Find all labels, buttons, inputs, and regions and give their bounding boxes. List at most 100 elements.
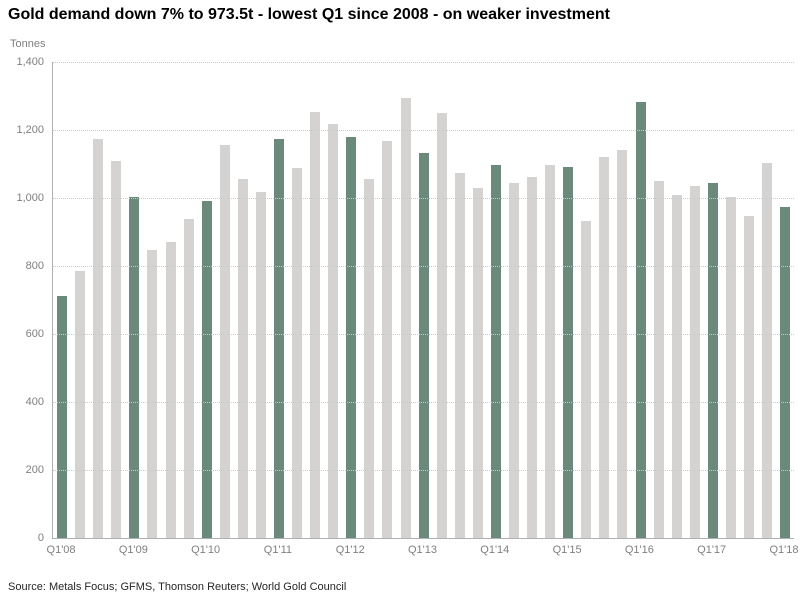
bar-slot-Q4'14 [541,62,559,538]
x-tick-label-Q1'12: Q1'12 [335,544,365,556]
y-tick-label-800: 800 [25,260,44,272]
bar-Q1'10 [201,201,212,538]
bar-slot-Q4'11 [324,62,342,538]
bar-Q4'10 [255,191,266,538]
bar-Q4'11 [328,123,339,538]
gridline-400 [53,402,794,403]
bar-Q2'09 [147,250,158,538]
bar-slot-Q2'16 [650,62,668,538]
y-tick-label-400: 400 [25,396,44,408]
bar-slot-Q3'12 [378,62,396,538]
bar-slot-Q3'10 [234,62,252,538]
chart-title: Gold demand down 7% to 973.5t - lowest Q… [8,6,610,23]
y-axis-tick-labels: 1,400 1,200 1,000 800 600 400 200 0 [0,57,44,544]
bar-slot-Q1'13 [415,62,433,538]
bar-slot-Q3'09 [161,62,179,538]
bar-Q4'09 [183,219,194,538]
bar-slot-Q4'17 [758,62,776,538]
bar-Q1'17 [707,182,718,538]
bar-Q1'18 [780,207,791,538]
bar-Q2'14 [508,183,519,538]
bar-Q2'10 [219,145,230,538]
bar-Q3'13 [454,172,465,538]
bar-slot-Q1'11 [270,62,288,538]
bar-Q1'15 [563,167,574,538]
x-tick-label-Q1'16: Q1'16 [624,544,654,556]
bar-slot-Q2'17 [722,62,740,538]
bar-Q2'11 [292,168,303,538]
bar-slot-Q1'10 [198,62,216,538]
bar-Q1'11 [273,139,284,538]
gridline-800 [53,266,794,267]
bar-slot-Q4'16 [686,62,704,538]
bar-Q1'16 [635,102,646,538]
bar-slot-Q1'15 [559,62,577,538]
bar-Q1'13 [418,152,429,538]
bar-slot-Q1'16 [632,62,650,538]
bar-slot-Q2'12 [360,62,378,538]
bar-Q4'14 [545,165,556,538]
y-tick-label-1000: 1,000 [16,192,44,204]
bar-slot-Q2'11 [288,62,306,538]
y-tick-label-1200: 1,200 [16,124,44,136]
x-tick-label-Q1'08: Q1'08 [46,544,76,556]
bar-slot-Q1'08 [53,62,71,538]
bar-slot-Q4'08 [107,62,125,538]
bar-Q2'16 [653,181,664,538]
bar-slot-Q4'13 [469,62,487,538]
bar-slot-Q2'15 [577,62,595,538]
bar-Q3'08 [93,138,104,538]
bar-Q3'15 [599,156,610,538]
bar-slot-Q2'13 [433,62,451,538]
x-tick-label-Q1'18: Q1'18 [769,544,799,556]
x-tick-label-Q1'11: Q1'11 [263,544,293,556]
bar-Q4'16 [689,186,700,538]
y-tick-label-0: 0 [37,532,44,544]
bar-series [53,62,794,538]
bar-Q3'14 [527,176,538,538]
x-tick-label-Q1'15: Q1'15 [552,544,582,556]
bar-slot-Q2'10 [216,62,234,538]
source-note: Source: Metals Focus; GFMS, Thomson Reut… [8,581,347,593]
bar-slot-Q4'10 [252,62,270,538]
bar-Q4'08 [111,160,122,538]
y-tick-label-600: 600 [25,328,44,340]
bar-slot-Q3'17 [740,62,758,538]
bar-slot-Q4'09 [180,62,198,538]
bar-Q2'15 [581,221,592,538]
bar-Q3'17 [744,216,754,538]
bar-Q2'13 [436,112,447,538]
gridline-200 [53,470,794,471]
bar-slot-Q1'14 [487,62,505,538]
bar-Q4'12 [400,98,411,538]
x-tick-label-Q1'10: Q1'10 [191,544,221,556]
bar-slot-Q2'14 [505,62,523,538]
gridline-1200 [53,130,794,131]
bar-Q1'09 [129,197,140,538]
x-tick-label-Q1'13: Q1'13 [407,544,438,556]
bar-Q2'12 [364,178,375,538]
y-tick-label-200: 200 [25,464,44,476]
x-tick-label-Q1'17: Q1'17 [697,544,727,556]
bar-slot-Q2'09 [143,62,161,538]
bar-slot-Q3'08 [89,62,107,538]
bar-Q2'17 [725,196,736,538]
bar-Q3'16 [671,194,682,538]
bar-slot-Q1'17 [704,62,722,538]
bar-Q4'13 [472,188,483,538]
bar-Q3'10 [237,178,248,538]
bar-Q4'15 [617,150,628,538]
bar-Q1'08 [57,296,68,538]
bar-slot-Q4'15 [613,62,631,538]
x-tick-label-Q1'09: Q1'09 [118,544,148,556]
bar-slot-Q1'09 [125,62,143,538]
bar-slot-Q3'14 [523,62,541,538]
bar-Q4'17 [762,162,773,538]
bar-Q2'08 [75,270,86,538]
y-axis-title: Tonnes [10,38,46,50]
bar-slot-Q3'15 [595,62,613,538]
bar-Q1'14 [490,164,501,538]
bar-slot-Q3'16 [668,62,686,538]
bar-Q1'12 [346,136,357,538]
